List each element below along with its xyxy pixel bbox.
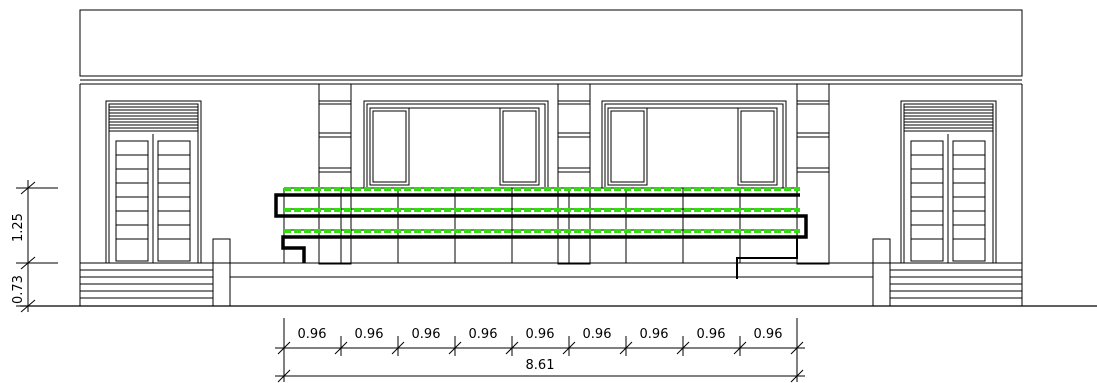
main-wall (20, 84, 1097, 307)
right-pilaster (796, 83, 830, 265)
overall-dimension-line (275, 369, 805, 383)
bay-dimension-chain (275, 318, 805, 382)
bay-dimension-label: 0.96 (469, 327, 498, 342)
roof-block (79, 9, 1023, 85)
bay-dimension-label: 0.96 (640, 327, 669, 342)
right-window (601, 100, 787, 189)
bay-dimension-label: 0.96 (697, 327, 726, 342)
left-window (363, 100, 549, 189)
left-pilaster (318, 83, 352, 265)
dimension-label-1-25: 1.25 (11, 213, 26, 242)
bay-dimension-label: 0.96 (298, 327, 327, 342)
center-pilaster (557, 83, 591, 265)
right-door-louvre-vent (904, 106, 993, 132)
bay-dimension-label: 0.96 (412, 327, 441, 342)
bay-dimension-label: 0.96 (355, 327, 384, 342)
overall-width-label: 8.61 (526, 358, 555, 373)
dimension-label-0-73: 0.73 (11, 275, 26, 304)
plinth-base (80, 238, 1022, 307)
bay-dimension-label: 0.96 (754, 327, 783, 342)
right-door (900, 100, 997, 264)
irrigation-pipe (274, 193, 808, 263)
vertical-dimension-line (16, 180, 58, 313)
bay-dimension-label: 0.96 (526, 327, 555, 342)
outlet-pipe (736, 237, 798, 279)
left-door-louvre-vent (109, 106, 198, 132)
left-door (105, 100, 202, 264)
bay-dimension-label: 0.96 (583, 327, 612, 342)
hydroponic-rack-frame (283, 187, 798, 263)
